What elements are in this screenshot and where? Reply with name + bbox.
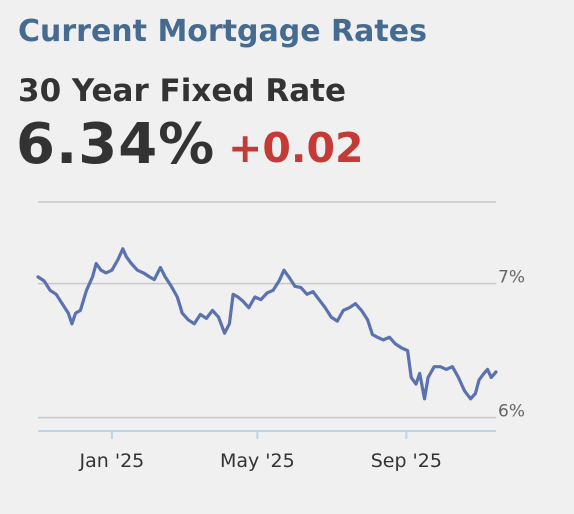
y-tick-label: 7% — [498, 268, 525, 288]
y-axis-labels: 7% 6% — [498, 268, 525, 422]
x-tick-label: Jan '25 — [79, 450, 145, 472]
rate-type-label: 30 Year Fixed Rate — [18, 73, 346, 109]
rate-series-line — [36, 247, 498, 401]
x-axis — [38, 430, 496, 439]
x-axis-labels: Jan '25 May '25 Sep '25 — [79, 450, 442, 472]
page-title: Current Mortgage Rates — [18, 14, 427, 49]
x-tick-label: Sep '25 — [371, 450, 442, 472]
current-rate-value: 6.34% — [16, 112, 216, 177]
y-tick-label: 6% — [498, 402, 525, 422]
rate-change-value: +0.02 — [228, 124, 364, 172]
x-tick-label: May '25 — [220, 450, 295, 472]
gridlines — [38, 282, 496, 419]
